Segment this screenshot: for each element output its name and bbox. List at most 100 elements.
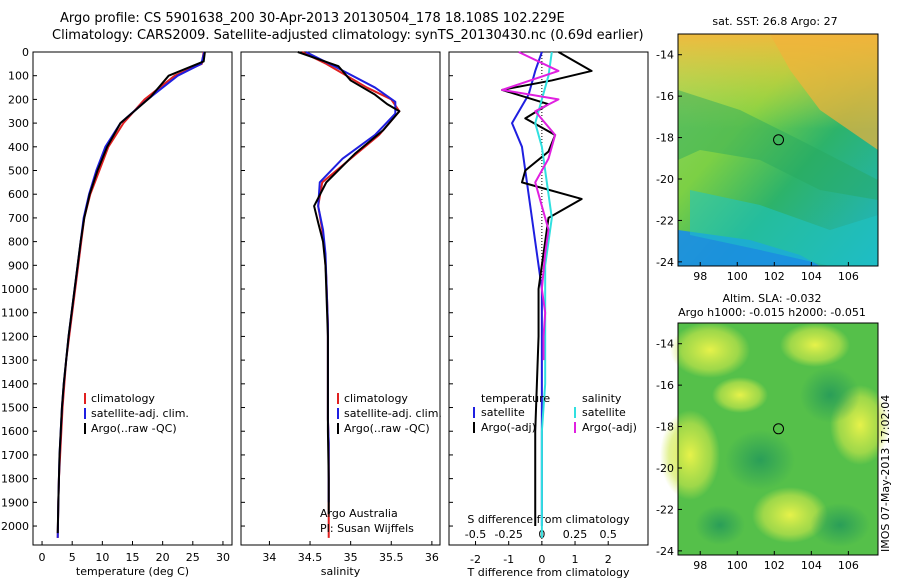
- y-tick-label: 1800: [1, 473, 29, 486]
- map-x-tick-label: 98: [693, 270, 707, 283]
- plot-title-line2: Climatology: CARS2009. Satellite-adjuste…: [52, 28, 644, 43]
- map-x-tick-label: 98: [693, 559, 707, 572]
- x-tick-label: -2: [470, 553, 481, 566]
- map-x-tick-label: 102: [764, 559, 785, 572]
- y-tick-label: 1200: [1, 330, 29, 343]
- series-line-3: [501, 51, 560, 361]
- sst-warm-patch: [770, 34, 878, 150]
- map-y-tick-label: -18: [656, 132, 674, 145]
- x-tick-label: 34: [262, 551, 276, 564]
- plot-frame: [448, 51, 649, 546]
- sla-high-1: [670, 322, 750, 378]
- x-tick-label: 30: [216, 551, 230, 564]
- sla-high-3: [660, 410, 720, 500]
- x-tick-label: 10: [95, 551, 109, 564]
- y-tick-label: 1600: [1, 425, 29, 438]
- x-tick-label-top: 0.5: [599, 528, 617, 541]
- x-axis-label-top: S difference from climatology: [467, 513, 630, 526]
- legend-label: satellite-adj. clim.: [344, 407, 442, 420]
- series-line-0: [511, 51, 543, 527]
- y-tick-label: 2000: [1, 520, 29, 533]
- sst-cyan-band: [690, 190, 878, 266]
- sla-high-2: [780, 323, 850, 367]
- x-axis-label: salinity: [321, 565, 361, 578]
- sst-map-frame: [677, 33, 879, 267]
- series-line-2: [56, 51, 206, 534]
- x-axis-label: temperature (deg C): [76, 565, 189, 578]
- annotation-argo-australia: Argo Australia: [320, 507, 398, 520]
- map-y-tick-label: -14: [656, 49, 674, 62]
- map-y-tick-label: -20: [656, 462, 674, 475]
- map-y-tick-label: -16: [656, 379, 674, 392]
- map-y-tick-label: -22: [656, 214, 674, 227]
- x-axis-label: T difference from climatology: [467, 566, 630, 579]
- x-tick-label: 0: [538, 553, 545, 566]
- legend-label: climatology: [91, 392, 155, 405]
- y-tick-label: 300: [8, 117, 29, 130]
- y-tick-label: 1000: [1, 283, 29, 296]
- sla-map: [660, 322, 890, 556]
- legend-label: satellite: [582, 406, 626, 419]
- sla-high-6: [712, 377, 768, 413]
- x-tick-label: 25: [186, 551, 200, 564]
- x-tick-label: -1: [503, 553, 514, 566]
- map-x-tick-label: 106: [838, 270, 859, 283]
- plot-frame: [32, 51, 233, 546]
- y-tick-label: 1700: [1, 449, 29, 462]
- profile-panel-temperature: 0 5 10 15 20 25 300100200300400500600700800900…: [1, 46, 233, 578]
- legend-label: satellite-adj. clim.: [91, 407, 189, 420]
- y-tick-label: 500: [8, 165, 29, 178]
- x-tick-label: 34.5: [298, 551, 323, 564]
- map-y-tick-label: -22: [656, 503, 674, 516]
- profile-panel-salinity: 34 34.5 35 35.5 36 salinity: [240, 51, 441, 578]
- sla-map-title: Altim. SLA: -0.032: [722, 292, 821, 305]
- map-x-tick-label: 100: [727, 559, 748, 572]
- y-tick-label: 1900: [1, 496, 29, 509]
- sla-low-3: [810, 503, 870, 547]
- y-tick-label: 1100: [1, 307, 29, 320]
- series-line-1: [501, 51, 593, 527]
- x-tick-label: 35.5: [379, 551, 404, 564]
- y-tick-label: 1500: [1, 402, 29, 415]
- map-y-tick-label: -20: [656, 173, 674, 186]
- legend-salinity: climatology satellite-adj. clim. Argo(..ra…: [337, 392, 442, 435]
- argo-location-marker: [773, 134, 785, 146]
- map-y-tick-label: -24: [656, 545, 674, 558]
- map-y-tick-label: -14: [656, 338, 674, 351]
- x-tick-label: 35: [344, 551, 358, 564]
- y-tick-label: 800: [8, 236, 29, 249]
- sla-map-subtitle: Argo h1000: -0.015 h2000: -0.051: [678, 306, 866, 319]
- sla-low-4: [695, 505, 745, 545]
- y-tick-label: 100: [8, 70, 29, 83]
- x-tick-label-top: -0.5: [465, 528, 486, 541]
- x-tick-label: 2: [605, 553, 612, 566]
- y-tick-label: 200: [8, 93, 29, 106]
- legend-label: Argo(-adj): [481, 421, 536, 434]
- sst-map: [677, 33, 879, 267]
- y-tick-label: 600: [8, 188, 29, 201]
- x-tick-label-top: -0.25: [494, 528, 522, 541]
- legend-label: salinity: [582, 392, 622, 405]
- legend-label: Argo(..raw -QC): [344, 422, 430, 435]
- sst-map-title: sat. SST: 26.8 Argo: 27: [712, 15, 837, 28]
- x-tick-label-top: 0.25: [563, 528, 588, 541]
- map-x-tick-label: 106: [838, 559, 859, 572]
- x-tick-label: 0: [39, 551, 46, 564]
- legend-label: climatology: [344, 392, 408, 405]
- map-x-tick-label: 100: [727, 270, 748, 283]
- sla-low-2: [725, 430, 795, 490]
- legend-label: Argo(..raw -QC): [91, 422, 177, 435]
- imos-timestamp: IMOS 07-May-2013 17:02:04: [879, 394, 892, 552]
- plot-title-line1: Argo profile: CS 5901638_200 30-Apr-2013…: [60, 11, 565, 26]
- annotation-pi: PI: Susan Wijffels: [320, 522, 414, 535]
- y-tick-label: 1300: [1, 354, 29, 367]
- legend-label: Argo(-adj): [582, 421, 637, 434]
- legend-difference: temperaturesatelliteArgo(-adj)salinitysa…: [473, 392, 637, 434]
- legend-label: satellite: [481, 406, 525, 419]
- y-tick-label: 400: [8, 141, 29, 154]
- series-line-2: [297, 51, 401, 515]
- argo-location-marker-sla: [773, 423, 785, 435]
- x-tick-label: 15: [126, 551, 140, 564]
- sla-map-frame: [677, 322, 879, 556]
- map-x-tick-label: 104: [801, 559, 822, 572]
